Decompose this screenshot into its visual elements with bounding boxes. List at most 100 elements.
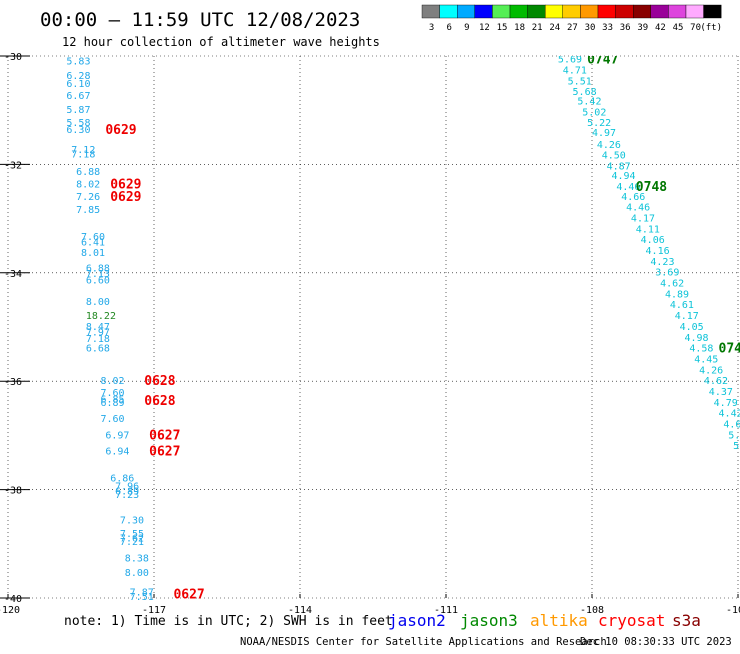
swh-value-label: 8.01: [81, 248, 105, 259]
legend-swatch: [685, 4, 704, 19]
satellite-name: altika: [530, 611, 588, 630]
swh-value-label: 6.97: [105, 430, 129, 441]
swh-value-label: 4.58: [689, 344, 713, 355]
satellite-name: jason3: [460, 611, 518, 630]
swh-value-label: 4.62: [660, 279, 684, 290]
legend-label: 30: [585, 23, 596, 33]
swh-value-label: 6.86: [110, 474, 134, 485]
pass-time-label: 0747: [587, 53, 618, 68]
x-tick-label: -105: [726, 605, 740, 616]
x-tick-label: -120: [0, 605, 20, 616]
swh-value-label: 4.98: [684, 333, 708, 344]
swh-value-label: 7.60: [100, 414, 124, 425]
swh-value-label: 6.94: [105, 447, 129, 458]
swh-value-label: 4.66: [723, 419, 740, 430]
swh-value-label: 6.85: [100, 395, 124, 406]
footer-timestamp: Dec 10 08:30:33 UTC 2023: [580, 636, 732, 648]
swh-value-label: 5.87: [66, 105, 90, 116]
pass-time-label: 0627: [149, 445, 180, 460]
swh-value-label: 4.97: [592, 128, 616, 139]
legend-label: 45: [673, 23, 684, 33]
swh-value-label: 4.26: [699, 365, 723, 376]
swh-value-label: 5.69: [558, 55, 582, 66]
swh-value-label: 7.26: [76, 192, 100, 203]
legend-label: 12: [479, 23, 490, 33]
legend-swatch: [509, 4, 528, 19]
swh-value-label: 6.10: [66, 79, 90, 90]
swh-value-label: 4.94: [611, 171, 635, 182]
plot-axes: -120 -117 -114 -111 -108 -105 -30 -32 -34 -36 -38 -…: [0, 52, 740, 616]
x-tick-label: -108: [580, 605, 604, 616]
swh-value-label: 7.60: [81, 232, 105, 243]
swh-value-label: 5.42: [577, 96, 601, 107]
swh-value-label: 4.37: [709, 387, 733, 398]
legend-swatch: [474, 4, 493, 19]
y-tick-label: -36: [4, 377, 22, 388]
swh-value-label: 4.62: [704, 376, 728, 387]
swh-value-label: 6.88: [76, 167, 100, 178]
swh-value-label: 6.30: [66, 125, 90, 136]
legend-label: 21: [532, 23, 543, 33]
swh-value-label: 6.89: [100, 398, 124, 409]
legend-swatch: [562, 4, 581, 19]
swh-value-label: 4.11: [636, 224, 660, 235]
note-text: note: 1) Time is in UTC; 2) SWH is in fe…: [64, 614, 393, 629]
swh-value-label: 5.51: [568, 76, 592, 87]
swh-value-label: 7.97: [86, 327, 110, 338]
pass-time-label: 0628: [144, 374, 175, 389]
legend-label: 15: [497, 23, 508, 33]
swh-value-label: 8.00: [125, 568, 149, 579]
legend-swatch: [545, 4, 564, 19]
swh-value-label: 4.06: [641, 235, 665, 246]
pass-time-label: 0627: [149, 428, 180, 443]
swh-value-label: 4.89: [665, 289, 689, 300]
legend-swatch: [492, 4, 511, 19]
legend-label: 70: [690, 23, 701, 33]
swh-value-label: 4.45: [694, 354, 718, 365]
y-tick-label: -30: [4, 52, 22, 63]
swh-value-label: 6.88: [86, 263, 110, 274]
pass-time-label: 0628: [144, 394, 175, 409]
legend-label: 24: [549, 23, 560, 33]
swh-value-label: 18.22: [86, 311, 116, 322]
swh-value-label: 7.51: [130, 592, 154, 603]
swh-value-label: 8.00: [86, 297, 110, 308]
legend-swatch: [527, 4, 546, 19]
swh-value-label: 4.17: [675, 311, 699, 322]
swh-value-label: 7.13: [86, 269, 110, 280]
y-tick-label: -38: [4, 486, 22, 497]
footer-source: NOAA/NESDIS Center for Satellite Applica…: [240, 636, 607, 648]
swh-value-label: 7.60: [100, 388, 124, 399]
swh-value-label: 4.17: [631, 214, 655, 225]
legend-label: 27: [567, 23, 578, 33]
legend-label: 42: [655, 23, 666, 33]
legend-swatch: [633, 4, 652, 19]
legend-swatch: [615, 4, 634, 19]
swh-value-label: 8.38: [125, 553, 149, 564]
legend-unit: (ft): [700, 23, 722, 33]
satellite-name: jason2: [388, 611, 446, 630]
swh-value-label: 8.02: [100, 376, 124, 387]
legend-label: 3: [429, 23, 434, 33]
color-legend: 3 6 9 12 15 18 21 24 27 30 33 36 39 42 45 70 (ft): [421, 4, 722, 33]
swh-value-label: 5.02: [582, 107, 606, 118]
swh-value-label: 7.55: [120, 529, 144, 540]
y-tick-label: -40: [4, 594, 22, 605]
pass-time-label: 0748: [636, 180, 667, 195]
swh-value-label: 4.42: [719, 409, 740, 420]
swh-value-label: 4.23: [650, 257, 674, 268]
legend-label: 33: [602, 23, 613, 33]
swh-value-label: 4.66: [621, 192, 645, 203]
legend-swatch: [650, 4, 669, 19]
swh-value-label: 3.69: [655, 268, 679, 279]
swh-value-label: 5.22: [587, 118, 611, 129]
swh-value-label: 4.79: [714, 398, 738, 409]
x-tick-label: -111: [434, 605, 458, 616]
swh-value-label: 7.18: [71, 150, 95, 161]
swh-value-label: 6.60: [86, 275, 110, 286]
pass-time-label: 0627: [173, 588, 204, 603]
swh-value-label: 7.23: [115, 490, 139, 501]
swh-value-label: 7.21: [120, 537, 144, 548]
legend-swatch: [703, 4, 722, 19]
